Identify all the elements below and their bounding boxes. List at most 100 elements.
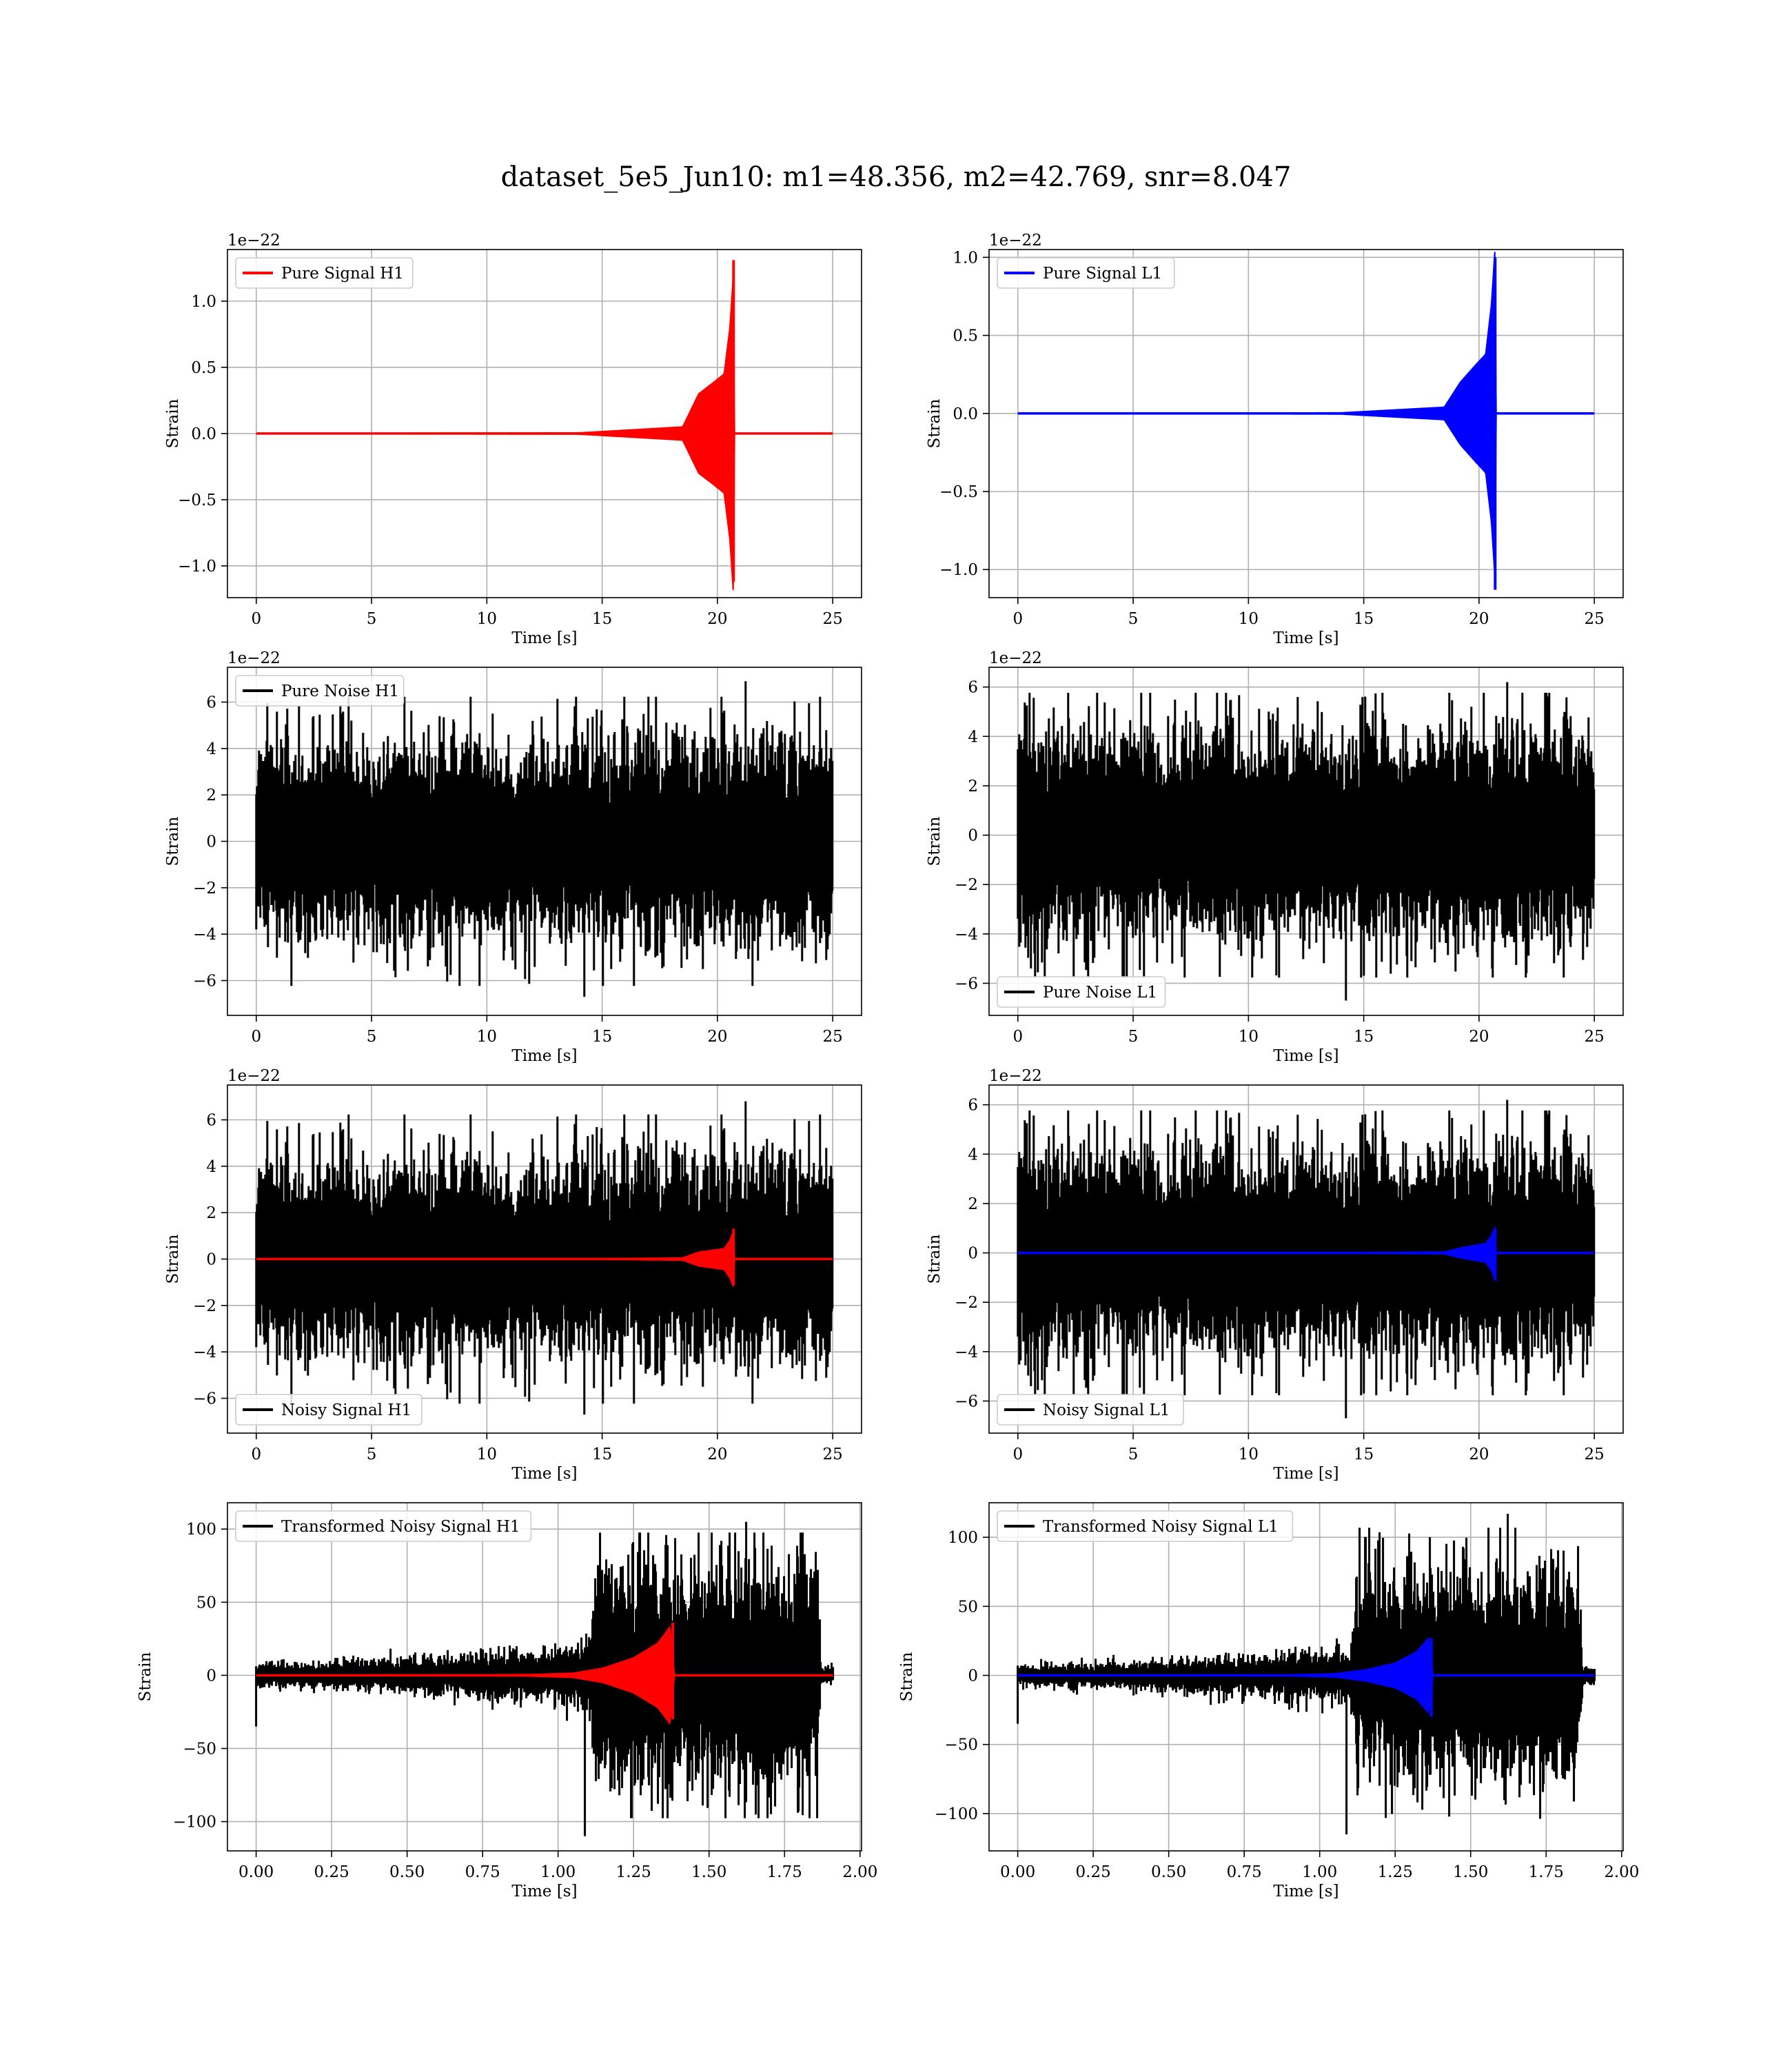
x-tick-label: 0.00 [238, 1863, 274, 1881]
y-tick-label: 100 [948, 1529, 978, 1547]
x-tick-label: 10 [1239, 610, 1259, 628]
legend-label: Pure Noise H1 [281, 682, 399, 700]
x-tick-label: 15 [1354, 1446, 1374, 1463]
y-tick-label: 0.5 [953, 327, 978, 345]
x-tick-label: 0.50 [1151, 1863, 1186, 1881]
chart-pure-noise-l1: 0 5 10 15 20 25 −6 −4 −2 0 2 4 6 Time [s] Strain 1e−22 P… [926, 649, 1624, 1065]
x-tick-label: 0 [251, 610, 261, 628]
legend-box [235, 1510, 532, 1542]
x-tick-label: 10 [477, 610, 497, 628]
y-tick-label: 2 [206, 787, 216, 804]
x-tick-label: 15 [592, 1028, 612, 1046]
x-tick-label: 2.00 [842, 1863, 877, 1881]
legend-box [235, 257, 414, 289]
y-tick-label: 100 [186, 1521, 216, 1539]
x-tick-label: 10 [1239, 1446, 1259, 1463]
y-tick-label: 2 [968, 1195, 978, 1213]
axis-offset-label: 1e−22 [227, 232, 281, 250]
y-tick-label: 0.0 [191, 425, 216, 443]
y-tick-label: 0 [968, 1245, 978, 1263]
series-group [255, 1101, 834, 1415]
y-tick-label: −0.5 [939, 483, 978, 501]
legend-box [997, 257, 1175, 289]
plot-frame [988, 1084, 1624, 1434]
x-tick-label: 10 [477, 1446, 497, 1463]
y-tick-label: −100 [935, 1805, 978, 1823]
series-noise [1017, 682, 1596, 1001]
series-noise [255, 681, 834, 997]
series-group [1017, 1514, 1596, 1834]
y-tick-label: −0.5 [178, 491, 216, 509]
y-tick-label: −2 [955, 1294, 978, 1312]
x-tick-label: 0 [251, 1446, 261, 1463]
y-tick-label: 4 [206, 1158, 216, 1176]
y-tick-label: 50 [196, 1594, 216, 1612]
y-tick-label: −2 [193, 880, 216, 898]
x-tick-label: 5 [367, 1028, 377, 1046]
y-tick-label: 2 [968, 778, 978, 795]
y-tick-label: −2 [193, 1297, 216, 1315]
x-tick-label: 25 [823, 1446, 843, 1463]
y-tick-label: −50 [944, 1736, 978, 1754]
x-tick-label: 5 [1128, 1028, 1139, 1046]
y-axis-label: Strain [926, 816, 944, 866]
y-tick-label: 4 [968, 1146, 978, 1164]
x-tick-label: 20 [707, 1446, 727, 1463]
y-tick-label: −4 [955, 926, 978, 944]
x-tick-label: 0.25 [1076, 1863, 1111, 1881]
y-tick-label: −50 [183, 1740, 216, 1758]
x-tick-label: 0 [251, 1028, 261, 1046]
x-tick-label: 25 [823, 1028, 843, 1046]
x-tick-label: 10 [477, 1028, 497, 1046]
chart-noisy-signal-l1: 0 5 10 15 20 25 −6 −4 −2 0 2 4 6 Time [s] Strain 1e−22 N… [926, 1067, 1624, 1483]
y-tick-label: 0.5 [191, 359, 216, 377]
x-tick-label: 1.25 [616, 1863, 651, 1881]
plot-frame [227, 1502, 862, 1852]
y-tick-label: 50 [958, 1598, 978, 1616]
legend-label: Noisy Signal L1 [1043, 1401, 1170, 1419]
x-tick-label: 15 [592, 1446, 612, 1463]
x-tick-label: 1.75 [767, 1863, 802, 1881]
x-tick-label: 20 [1469, 1446, 1489, 1463]
legend-label: Pure Signal L1 [1043, 265, 1162, 283]
x-tick-label: 25 [823, 610, 843, 628]
y-tick-label: 6 [968, 1097, 978, 1115]
y-tick-label: 1.0 [191, 293, 216, 311]
x-tick-label: 25 [1585, 610, 1605, 628]
y-tick-label: 0.0 [953, 405, 978, 423]
x-tick-label: 1.50 [1453, 1863, 1488, 1881]
y-tick-label: −6 [955, 975, 978, 993]
y-tick-label: −100 [173, 1814, 216, 1832]
series-group [1017, 252, 1595, 590]
chart-pure-signal-l1: 0 5 10 15 20 25 −1.0 −0.5 0.0 0.5 1.0 Time [s] Strai… [926, 232, 1624, 647]
series-group [1017, 682, 1596, 1001]
x-tick-label: 5 [1128, 1446, 1139, 1463]
plot-frame [988, 667, 1624, 1016]
legend-box [235, 1394, 422, 1426]
legend-label: Noisy Signal H1 [281, 1401, 411, 1419]
axis-offset-label: 1e−22 [989, 649, 1042, 667]
x-tick-label: 0.50 [389, 1863, 425, 1881]
x-tick-label: 1.00 [1302, 1863, 1337, 1881]
legend-box [235, 675, 405, 707]
x-axis-label: Time [s] [1273, 1047, 1338, 1065]
x-tick-label: 0.75 [465, 1863, 500, 1881]
axis-offset-label: 1e−22 [989, 1067, 1042, 1085]
x-tick-label: 25 [1585, 1028, 1605, 1046]
plot-frame [988, 1502, 1624, 1852]
legend-box [997, 1394, 1184, 1426]
chart-transformed-noisy-signal-h1: 0.00 0.25 0.50 0.75 1.00 1.25 1.50 1.75 2.00 −100… [136, 1502, 877, 1900]
y-tick-label: −6 [193, 973, 216, 991]
x-tick-label: 20 [707, 610, 727, 628]
y-tick-label: 6 [206, 694, 216, 712]
series-noise [1017, 1099, 1596, 1419]
y-axis-label: Strain [898, 1652, 916, 1701]
figure-title: dataset_5e5_Jun10: m1=48.356, m2=42.769,… [501, 161, 1292, 193]
y-axis-label: Strain [926, 1234, 944, 1284]
x-tick-label: 15 [592, 610, 612, 628]
y-tick-label: −1.0 [178, 558, 216, 576]
y-tick-label: −2 [955, 876, 978, 894]
legend-label: Pure Noise L1 [1043, 984, 1157, 1002]
axis-offset-label: 1e−22 [227, 1067, 281, 1085]
legend-label: Transformed Noisy Signal L1 [1043, 1518, 1279, 1536]
